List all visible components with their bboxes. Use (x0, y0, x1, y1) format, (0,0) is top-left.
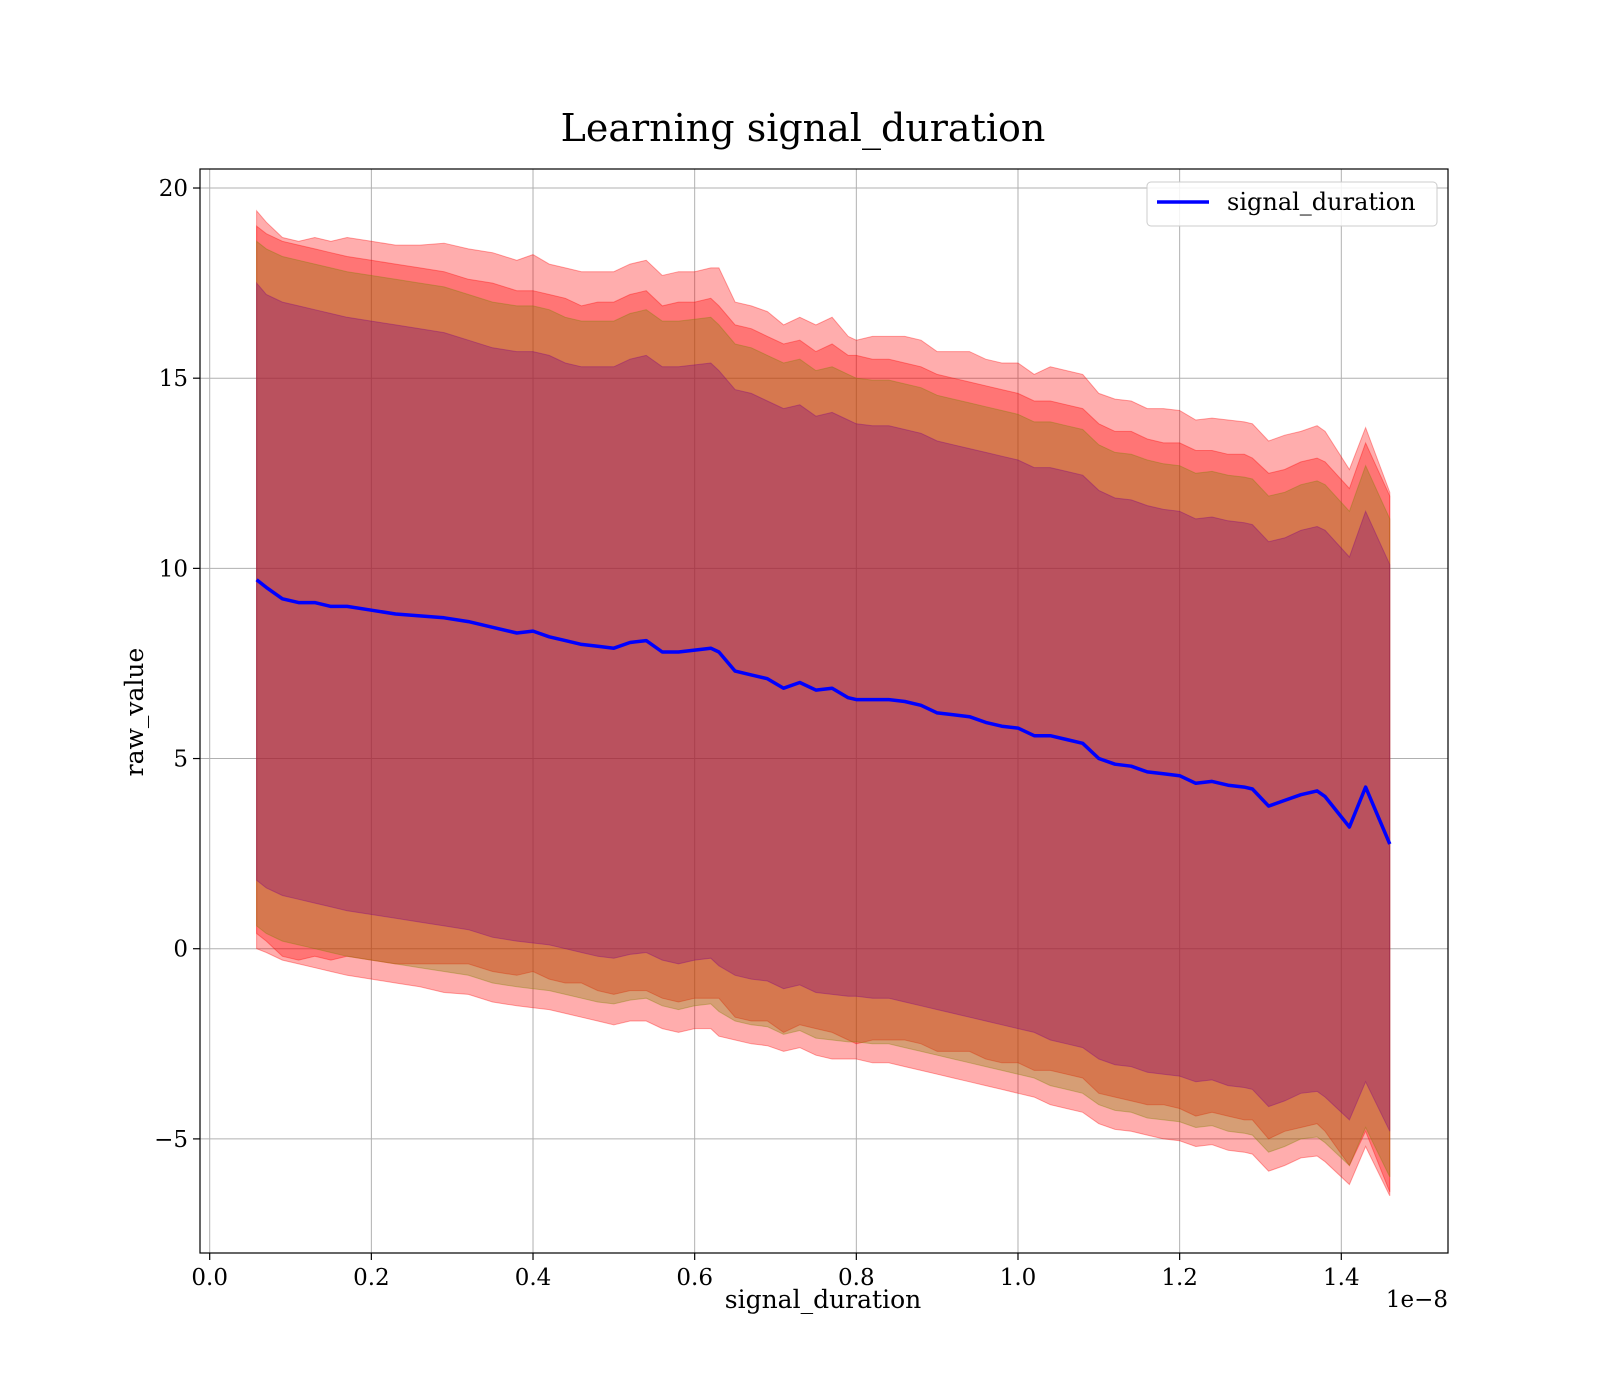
chart-title: Learning signal_duration (561, 106, 1046, 151)
x-axis-ticks: 0.0 0.2 0.4 0.6 0.8 1.0 1.2 1.4 (191, 1253, 1360, 1291)
legend-label: signal_duration (1227, 188, 1416, 216)
y-tick-label: 5 (173, 747, 188, 773)
x-tick-label: 0.8 (838, 1265, 875, 1291)
x-tick-label: 1.4 (1323, 1265, 1360, 1291)
legend-box (1146, 181, 1438, 227)
y-tick-label: 20 (159, 176, 188, 202)
y-axis-label: raw_value (120, 648, 149, 777)
confidence-band-3 (256, 281, 1391, 1132)
confidence-band-0 (256, 209, 1391, 1197)
x-tick-label: 0.6 (676, 1265, 713, 1291)
y-axis-ticks: −5 0 5 10 15 20 (154, 176, 200, 1153)
x-tick-label: 1.2 (1161, 1265, 1198, 1291)
series-lines (255, 578, 1392, 845)
plot-frame (199, 168, 1449, 1254)
y-tick-label: −5 (154, 1127, 188, 1153)
y-tick-label: 15 (159, 366, 188, 392)
y-tick-label: 10 (159, 556, 188, 582)
x-tick-label: 0.0 (191, 1265, 228, 1291)
x-tick-label: 0.4 (515, 1265, 552, 1291)
confidence-band-1 (256, 225, 1391, 1193)
y-tick-label: 0 (173, 937, 188, 963)
grid (200, 169, 1448, 1253)
legend: signal_duration (1146, 181, 1438, 227)
x-axis-label: signal_duration (725, 1285, 921, 1314)
series-line-0 (255, 578, 1392, 845)
x-tick-label: 1.0 (1000, 1265, 1037, 1291)
confidence-band-2 (256, 240, 1391, 1178)
x-axis-offset-label: 1e−8 (1386, 1287, 1448, 1313)
confidence-bands (256, 209, 1391, 1197)
x-tick-label: 0.2 (353, 1265, 390, 1291)
